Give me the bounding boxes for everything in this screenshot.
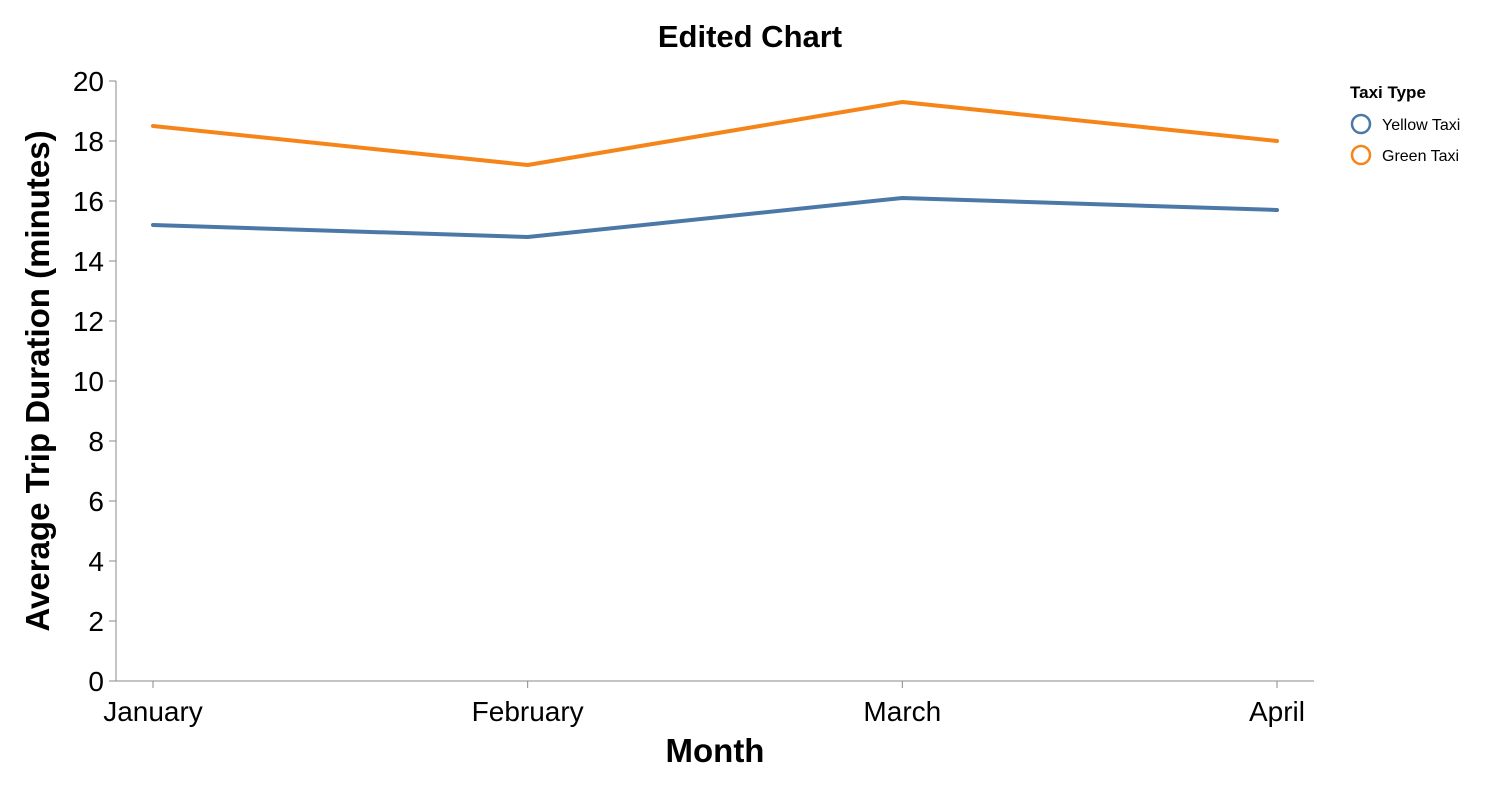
y-tick-label: 16 (73, 186, 104, 217)
legend-item-yellow-taxi: Yellow Taxi (1350, 113, 1460, 135)
chart-title: Edited Chart (658, 19, 842, 54)
legend-item-green-taxi: Green Taxi (1350, 144, 1459, 166)
x-tick-label: April (1249, 696, 1305, 727)
x-axis-title: Month (666, 732, 765, 769)
x-axis: January February March April (103, 680, 1314, 727)
x-tick-label: January (103, 696, 203, 727)
plot-area: 0 2 4 6 8 10 12 14 16 18 20 January February March Ap… (73, 66, 1314, 727)
y-tick-label: 0 (88, 666, 104, 697)
y-tick-label: 4 (88, 546, 104, 577)
series-line-yellow-taxi (151, 196, 1279, 239)
legend-items: Yellow Taxi Green Taxi (1350, 113, 1460, 166)
legend-title: Taxi Type (1350, 83, 1426, 102)
y-axis: 0 2 4 6 8 10 12 14 16 18 20 (73, 66, 117, 697)
y-axis-title: Average Trip Duration (minutes) (19, 130, 56, 631)
y-tick-label: 10 (73, 366, 104, 397)
y-tick-label: 12 (73, 306, 104, 337)
legend: Taxi Type Yellow Taxi Green Taxi (1350, 83, 1460, 166)
y-tick-label: 6 (88, 486, 104, 517)
x-tick-label: February (472, 696, 584, 727)
legend-symbol (1350, 113, 1372, 135)
legend-symbol (1350, 144, 1372, 166)
y-tick-label: 18 (73, 126, 104, 157)
x-tick-label: March (863, 696, 941, 727)
y-tick-label: 2 (88, 606, 104, 637)
legend-label: Green Taxi (1382, 148, 1459, 165)
series-layer (151, 100, 1279, 239)
y-tick-label: 8 (88, 426, 104, 457)
y-tick-label: 20 (73, 66, 104, 97)
series-line-green-taxi (151, 100, 1279, 167)
legend-label: Yellow Taxi (1382, 117, 1460, 134)
y-tick-label: 14 (73, 246, 104, 277)
